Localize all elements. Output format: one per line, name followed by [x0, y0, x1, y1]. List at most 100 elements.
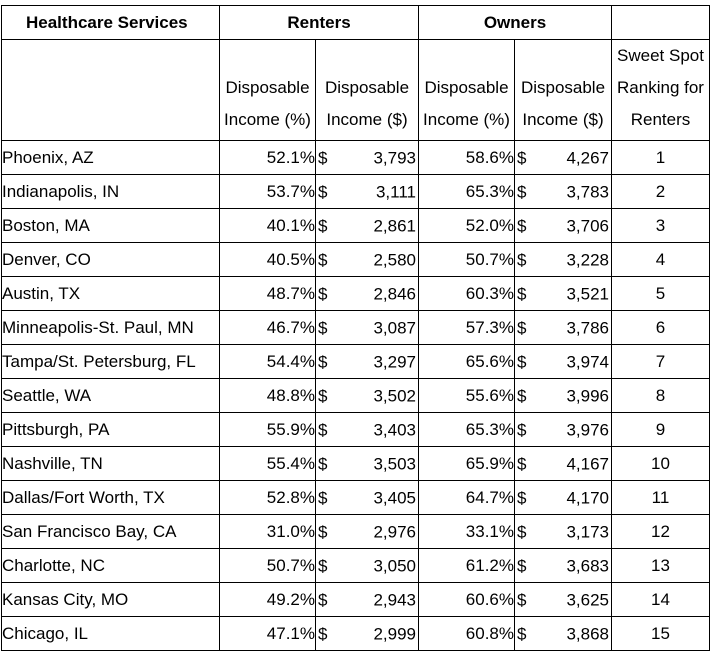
- renters-pct-header[interactable]: Disposable Income (%): [219, 39, 316, 141]
- renter-pct-cell[interactable]: 40.5%: [219, 242, 316, 277]
- renter-usd-cell[interactable]: $ 2,943: [315, 582, 419, 617]
- renter-usd-cell[interactable]: $ 3,050: [315, 548, 419, 583]
- renter-usd-cell[interactable]: $ 2,580: [315, 242, 419, 277]
- renter-usd-cell[interactable]: $ 2,846: [315, 276, 419, 311]
- owner-pct-cell[interactable]: 65.9%: [418, 446, 515, 481]
- city-cell[interactable]: Minneapolis-St. Paul, MN: [1, 310, 220, 345]
- renter-pct-cell[interactable]: 40.1%: [219, 208, 316, 243]
- renter-pct-cell[interactable]: 48.8%: [219, 378, 316, 413]
- rank-cell[interactable]: 14: [611, 582, 710, 617]
- renters-group-header[interactable]: Renters: [219, 5, 419, 40]
- city-cell[interactable]: Boston, MA: [1, 208, 220, 243]
- renter-pct-cell[interactable]: 49.2%: [219, 582, 316, 617]
- renter-pct-cell[interactable]: 52.1%: [219, 140, 316, 175]
- renter-usd-cell[interactable]: $ 2,999: [315, 616, 419, 651]
- owner-usd-cell[interactable]: $ 3,974: [514, 344, 612, 379]
- city-cell[interactable]: Nashville, TN: [1, 446, 220, 481]
- owner-pct-cell[interactable]: 58.6%: [418, 140, 515, 175]
- owner-pct-cell[interactable]: 64.7%: [418, 480, 515, 515]
- renter-usd-cell[interactable]: $ 3,403: [315, 412, 419, 447]
- rank-cell[interactable]: 3: [611, 208, 710, 243]
- rank-cell[interactable]: 7: [611, 344, 710, 379]
- table-title[interactable]: Healthcare Services: [1, 5, 220, 40]
- rank-cell[interactable]: 10: [611, 446, 710, 481]
- renter-pct-cell[interactable]: 53.7%: [219, 174, 316, 209]
- owner-usd-cell[interactable]: $ 3,783: [514, 174, 612, 209]
- renter-pct-cell[interactable]: 31.0%: [219, 514, 316, 549]
- owner-usd-cell[interactable]: $ 3,706: [514, 208, 612, 243]
- rank-cell[interactable]: 13: [611, 548, 710, 583]
- rank-cell[interactable]: 6: [611, 310, 710, 345]
- rank-cell[interactable]: 11: [611, 480, 710, 515]
- renter-usd-cell[interactable]: $ 3,503: [315, 446, 419, 481]
- rank-cell[interactable]: 15: [611, 616, 710, 651]
- empty-header-cell[interactable]: [1, 39, 220, 141]
- owners-group-header[interactable]: Owners: [418, 5, 612, 40]
- owner-pct-cell[interactable]: 33.1%: [418, 514, 515, 549]
- owner-usd-cell[interactable]: $ 4,267: [514, 140, 612, 175]
- renter-usd-cell[interactable]: $ 3,405: [315, 480, 419, 515]
- owner-usd-cell[interactable]: $ 3,683: [514, 548, 612, 583]
- rank-cell[interactable]: 2: [611, 174, 710, 209]
- city-cell[interactable]: Tampa/St. Petersburg, FL: [1, 344, 220, 379]
- renter-usd-cell[interactable]: $ 2,976: [315, 514, 419, 549]
- rank-cell[interactable]: 5: [611, 276, 710, 311]
- renter-usd-cell[interactable]: $ 3,111: [315, 174, 419, 209]
- owner-pct-cell[interactable]: 65.3%: [418, 174, 515, 209]
- city-cell[interactable]: Dallas/Fort Worth, TX: [1, 480, 220, 515]
- renter-usd-cell[interactable]: $ 3,297: [315, 344, 419, 379]
- owner-usd-cell[interactable]: $ 3,996: [514, 378, 612, 413]
- rank-cell[interactable]: 12: [611, 514, 710, 549]
- renter-pct-cell[interactable]: 54.4%: [219, 344, 316, 379]
- owners-pct-header[interactable]: Disposable Income (%): [418, 39, 515, 141]
- owner-pct-cell[interactable]: 65.6%: [418, 344, 515, 379]
- rank-header[interactable]: Sweet Spot Ranking for Renters: [611, 39, 710, 141]
- owner-usd-cell[interactable]: $ 3,521: [514, 276, 612, 311]
- renter-pct-cell[interactable]: 55.9%: [219, 412, 316, 447]
- city-cell[interactable]: Chicago, IL: [1, 616, 220, 651]
- owner-pct-cell[interactable]: 50.7%: [418, 242, 515, 277]
- owner-usd-cell[interactable]: $ 3,976: [514, 412, 612, 447]
- owner-usd-cell[interactable]: $ 3,228: [514, 242, 612, 277]
- city-cell[interactable]: Indianapolis, IN: [1, 174, 220, 209]
- owner-usd-cell[interactable]: $ 3,868: [514, 616, 612, 651]
- rank-cell[interactable]: 4: [611, 242, 710, 277]
- renter-pct-cell[interactable]: 50.7%: [219, 548, 316, 583]
- rank-cell[interactable]: 8: [611, 378, 710, 413]
- city-cell[interactable]: Kansas City, MO: [1, 582, 220, 617]
- owner-usd-cell[interactable]: $ 3,786: [514, 310, 612, 345]
- owner-pct-cell[interactable]: 60.3%: [418, 276, 515, 311]
- city-cell[interactable]: Pittsburgh, PA: [1, 412, 220, 447]
- city-cell[interactable]: Seattle, WA: [1, 378, 220, 413]
- city-cell[interactable]: Charlotte, NC: [1, 548, 220, 583]
- owner-pct-cell[interactable]: 57.3%: [418, 310, 515, 345]
- owners-usd-header[interactable]: Disposable Income ($): [514, 39, 612, 141]
- owner-usd-cell[interactable]: $ 3,625: [514, 582, 612, 617]
- owner-usd-cell[interactable]: $ 4,167: [514, 446, 612, 481]
- owner-pct-cell[interactable]: 55.6%: [418, 378, 515, 413]
- renter-pct-cell[interactable]: 52.8%: [219, 480, 316, 515]
- renter-usd-cell[interactable]: $ 3,793: [315, 140, 419, 175]
- owner-pct-cell[interactable]: 65.3%: [418, 412, 515, 447]
- owner-pct-cell[interactable]: 60.6%: [418, 582, 515, 617]
- renter-pct-cell[interactable]: 46.7%: [219, 310, 316, 345]
- renter-pct-cell[interactable]: 47.1%: [219, 616, 316, 651]
- renter-usd-cell[interactable]: $ 3,087: [315, 310, 419, 345]
- empty-header-cell[interactable]: [611, 5, 710, 40]
- owner-pct-cell[interactable]: 61.2%: [418, 548, 515, 583]
- rank-cell[interactable]: 9: [611, 412, 710, 447]
- city-cell[interactable]: Phoenix, AZ: [1, 140, 220, 175]
- owner-usd-cell[interactable]: $ 3,173: [514, 514, 612, 549]
- owner-pct-cell[interactable]: 60.8%: [418, 616, 515, 651]
- renter-pct-cell[interactable]: 55.4%: [219, 446, 316, 481]
- city-cell[interactable]: Denver, CO: [1, 242, 220, 277]
- renter-pct-cell[interactable]: 48.7%: [219, 276, 316, 311]
- renters-usd-header[interactable]: Disposable Income ($): [315, 39, 419, 141]
- owner-usd-cell[interactable]: $ 4,170: [514, 480, 612, 515]
- owner-pct-cell[interactable]: 52.0%: [418, 208, 515, 243]
- city-cell[interactable]: Austin, TX: [1, 276, 220, 311]
- renter-usd-cell[interactable]: $ 3,502: [315, 378, 419, 413]
- rank-cell[interactable]: 1: [611, 140, 710, 175]
- renter-usd-cell[interactable]: $ 2,861: [315, 208, 419, 243]
- city-cell[interactable]: San Francisco Bay, CA: [1, 514, 220, 549]
